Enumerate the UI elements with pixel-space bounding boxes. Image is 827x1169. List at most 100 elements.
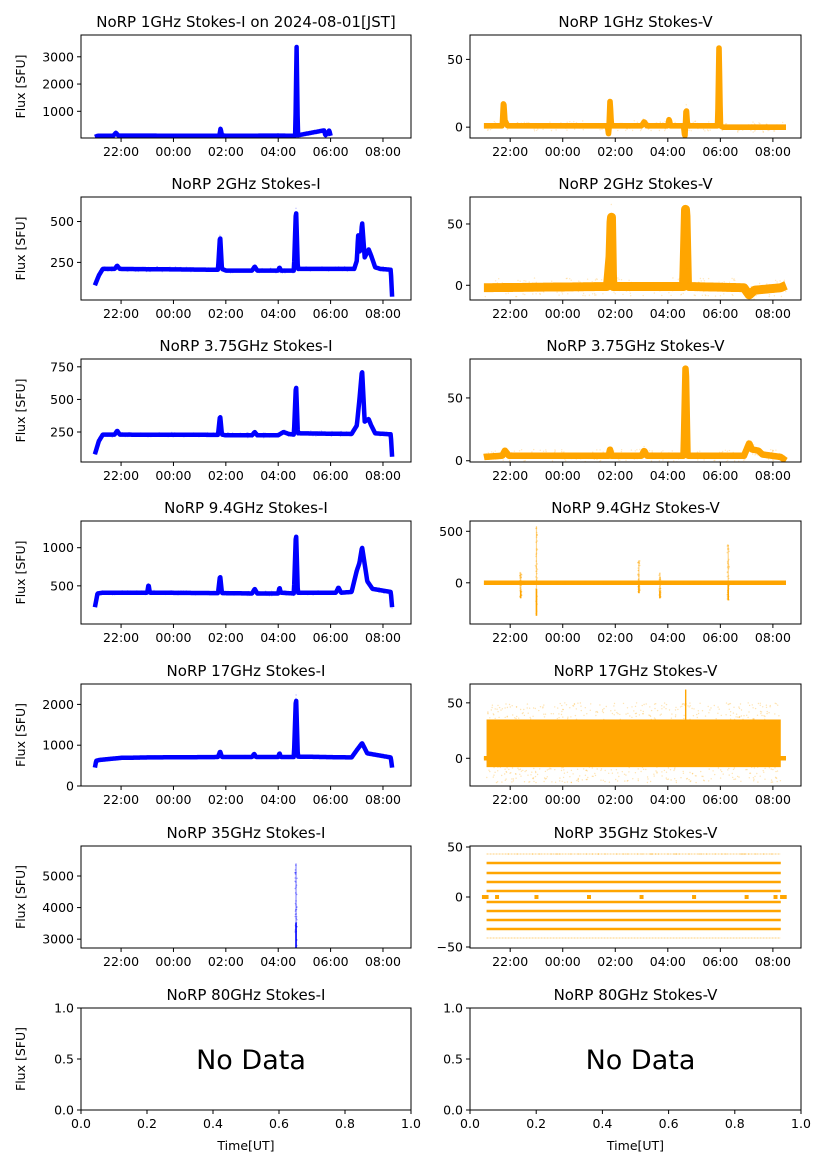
data-point [192, 134, 195, 136]
data-point [775, 777, 778, 779]
data-point [635, 702, 638, 704]
data-point [535, 541, 537, 543]
data-point [244, 134, 247, 137]
data-point [556, 581, 558, 583]
data-point [533, 780, 535, 783]
data-point [333, 757, 336, 759]
x-tick-label: 00:00 [545, 792, 581, 807]
data-point [665, 777, 667, 779]
data-point [282, 430, 285, 432]
data-point [380, 266, 383, 269]
data-point [580, 705, 582, 707]
data-point [726, 551, 729, 554]
data-point [499, 581, 501, 583]
data-point [637, 768, 639, 770]
data-point [565, 124, 567, 126]
data-point [762, 129, 764, 131]
data-point [615, 582, 617, 585]
data-point [129, 135, 132, 138]
data-point [183, 593, 186, 596]
data-point [523, 283, 525, 285]
data-point [136, 434, 138, 437]
data-point [546, 582, 548, 585]
data-point [498, 126, 500, 129]
data-point [162, 591, 165, 593]
data-point [269, 755, 272, 758]
data-point [740, 853, 742, 855]
data-point [707, 277, 710, 280]
data-point [279, 134, 282, 136]
data-point [211, 432, 213, 435]
data-point [665, 771, 668, 773]
data-point [776, 281, 778, 283]
data-point [353, 754, 355, 756]
data-point [504, 716, 506, 719]
data-point [760, 712, 762, 715]
data-point [166, 134, 168, 136]
data-point [579, 702, 582, 704]
data-point [773, 127, 775, 130]
data-point [637, 581, 640, 583]
data-point [613, 288, 616, 290]
data-point [487, 713, 489, 715]
data-point [183, 590, 185, 592]
data-point [179, 756, 181, 758]
data-point [748, 439, 750, 442]
zero-mark [692, 895, 697, 899]
data-point [114, 430, 116, 433]
data-point [781, 581, 783, 584]
data-point [382, 266, 384, 268]
series-line [92, 698, 395, 769]
data-point [226, 432, 228, 435]
data-point [142, 266, 144, 268]
data-point [640, 709, 642, 712]
data-point [561, 710, 563, 713]
data-point [122, 134, 124, 137]
data-point [663, 581, 665, 583]
data-point [509, 582, 511, 584]
data-point [577, 779, 579, 781]
data-point [615, 769, 618, 771]
data-point [302, 134, 305, 136]
data-point [508, 124, 511, 126]
subplot-1: NoRP 1GHz Stokes-I on 2024-08-01[JST]22:… [13, 13, 412, 159]
data-point [749, 772, 751, 774]
data-point [562, 452, 564, 454]
data-point [563, 451, 565, 453]
data-point [253, 753, 255, 755]
subplot-6: NoRP 3.75GHz Stokes-V22:00 00:00 02:00 04:0… [447, 337, 802, 483]
data-point [618, 775, 620, 778]
data-point [597, 853, 599, 855]
data-point [221, 133, 223, 135]
data-point [519, 574, 521, 577]
data-point [604, 769, 606, 772]
data-point [565, 127, 567, 129]
data-point [528, 707, 531, 709]
data-point [594, 279, 597, 281]
data-point [534, 123, 537, 125]
data-point [569, 853, 572, 855]
data-point [731, 283, 733, 286]
data-point [641, 581, 644, 583]
data-point [533, 581, 535, 584]
data-point [593, 457, 596, 460]
data-point [587, 776, 589, 779]
data-point [362, 239, 365, 241]
data-point [115, 133, 118, 135]
data-point [215, 267, 218, 269]
data-point [753, 767, 756, 769]
data-point [532, 707, 535, 709]
data-point [518, 769, 520, 771]
data-point [192, 432, 195, 434]
data-point [351, 754, 353, 756]
data-point [687, 121, 689, 124]
data-point [585, 853, 588, 855]
data-point [561, 451, 563, 453]
data-point [722, 128, 724, 130]
data-point [601, 128, 603, 130]
data-point [677, 458, 680, 460]
data-point [753, 780, 755, 782]
data-point [532, 777, 535, 779]
data-point [301, 755, 303, 757]
data-point [121, 432, 123, 434]
